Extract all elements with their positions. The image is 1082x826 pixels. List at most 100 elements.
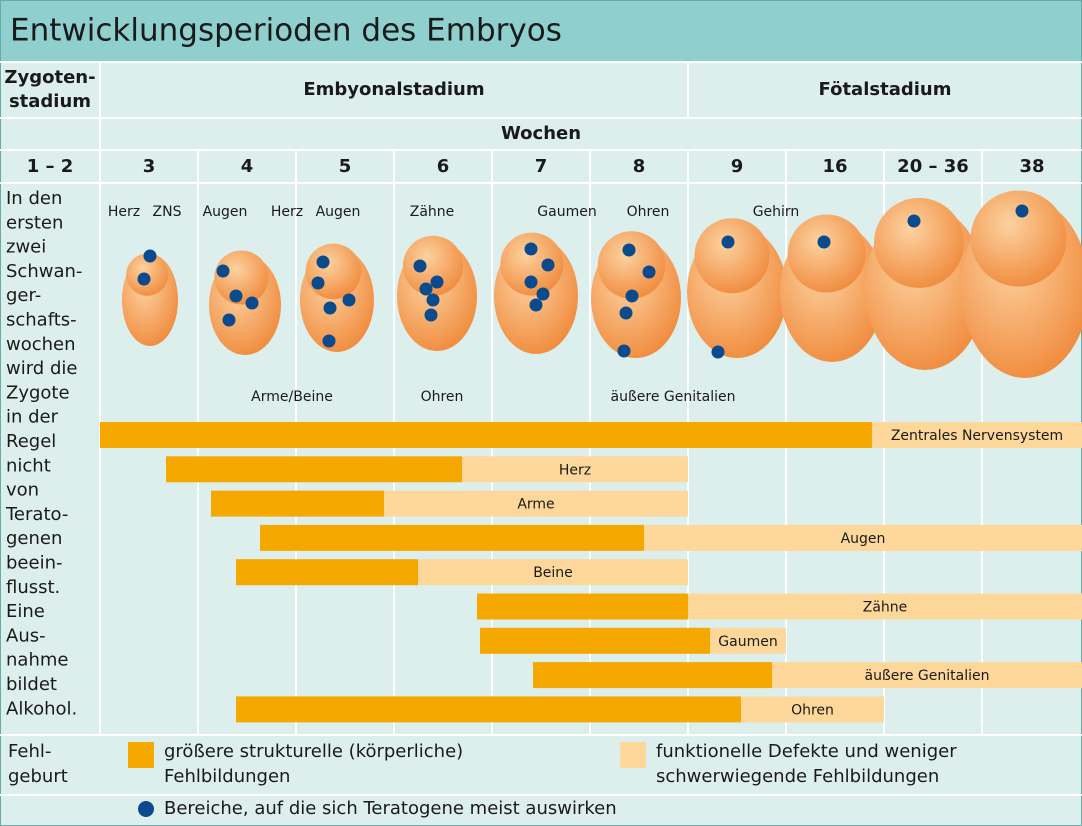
bar-label: Ohren xyxy=(791,702,834,718)
note-line: Regel xyxy=(6,431,56,452)
affected-area-dot xyxy=(311,276,325,290)
note-line: flusst. xyxy=(6,577,60,598)
title-bar xyxy=(0,0,1082,62)
note-line: zwei xyxy=(6,237,46,258)
bar-major xyxy=(533,662,772,689)
legend-dot xyxy=(138,801,154,817)
note-line: Alkohol. xyxy=(6,698,77,719)
affected-area-dot xyxy=(216,264,230,278)
stage-label: Fötalstadium xyxy=(819,79,952,100)
bar-minor xyxy=(462,456,688,483)
note-line: schafts- xyxy=(6,310,77,331)
stage-label: stadium xyxy=(9,91,91,112)
bar-major xyxy=(260,524,644,551)
legend-swatch xyxy=(620,742,646,768)
affected-area-dot xyxy=(524,275,538,289)
embryo-head xyxy=(694,218,770,294)
legend-text: geburt xyxy=(8,766,68,787)
bar-major xyxy=(100,422,872,448)
embryo-label: Arme/Beine xyxy=(251,389,333,405)
affected-area-dot xyxy=(907,214,921,228)
bar-minor xyxy=(741,696,884,723)
affected-area-dot xyxy=(342,293,356,307)
bar-minor xyxy=(772,662,1082,689)
embryo-head xyxy=(970,190,1067,287)
embryo-head xyxy=(305,243,362,300)
affected-area-dot xyxy=(419,282,433,296)
bar-label: äußere Genitalien xyxy=(865,668,990,684)
note-line: Aus- xyxy=(6,625,46,646)
affected-area-dot xyxy=(413,259,427,273)
bar-minor xyxy=(872,422,1082,448)
affected-area-dot xyxy=(245,296,259,310)
legend-text: schwerwiegende Fehlbildungen xyxy=(656,766,939,787)
embryo-label: Augen xyxy=(316,204,361,220)
week-label: 3 xyxy=(143,156,156,177)
bar-major xyxy=(236,696,741,723)
note-line: nahme xyxy=(6,650,68,671)
note-line: Zygote xyxy=(6,382,70,403)
bar-minor xyxy=(418,559,688,586)
week-label: 7 xyxy=(535,156,548,177)
affected-area-dot xyxy=(137,272,151,286)
bar-major xyxy=(477,593,688,620)
note-line: In den xyxy=(6,188,62,209)
week-label: 16 xyxy=(822,156,847,177)
embryo-label: Gaumen xyxy=(537,204,596,220)
note-line: ger- xyxy=(6,285,41,306)
bar-label: Herz xyxy=(559,462,591,478)
affected-area-dot xyxy=(817,235,831,249)
embryo-label: äußere Genitalien xyxy=(611,389,736,405)
embryo-label: ZNS xyxy=(153,204,182,220)
bar-label: Arme xyxy=(517,497,554,513)
legend-text: größere strukturelle (körperliche) xyxy=(164,741,463,762)
week-label: 9 xyxy=(731,156,744,177)
embryo-label: Herz xyxy=(271,204,303,220)
embryo-label: Augen xyxy=(203,204,248,220)
affected-area-dot xyxy=(143,249,157,263)
note-line: wochen xyxy=(6,334,76,355)
bar-minor xyxy=(710,627,786,654)
affected-area-dot xyxy=(721,235,735,249)
week-label: 5 xyxy=(339,156,352,177)
legend-text: Fehlbildungen xyxy=(164,766,290,787)
bar-major xyxy=(166,456,462,483)
embryo-label: Gehirn xyxy=(753,204,800,220)
note-line: ersten xyxy=(6,212,63,233)
bar-major xyxy=(236,559,418,586)
affected-area-dot xyxy=(323,301,337,315)
embryo-label: Herz xyxy=(108,204,140,220)
affected-area-dot xyxy=(541,258,555,272)
legend-text: funktionelle Defekte und weniger xyxy=(656,741,957,762)
affected-area-dot xyxy=(619,306,633,320)
bar-minor xyxy=(644,524,1082,551)
embryo-head xyxy=(403,235,463,296)
affected-area-dot xyxy=(316,255,330,269)
legend-text: Bereiche, auf die sich Teratogene meist … xyxy=(164,798,617,819)
affected-area-dot xyxy=(322,334,336,348)
week-label: 4 xyxy=(241,156,254,177)
embryo-head xyxy=(597,231,666,299)
stage-label: Embyonalstadium xyxy=(303,79,484,100)
bar-label: Zähne xyxy=(863,600,908,616)
affected-area-dot xyxy=(1015,204,1029,218)
bar-major xyxy=(211,490,384,517)
affected-area-dot xyxy=(642,265,656,279)
note-line: von xyxy=(6,480,39,501)
affected-area-dot xyxy=(536,287,550,301)
legend-text: Fehl- xyxy=(8,741,51,762)
embryo-head xyxy=(214,250,269,305)
bar-label: Zentrales Nervensystem xyxy=(891,428,1063,444)
stage-label: Zygoten- xyxy=(4,67,95,88)
weeks-label: Wochen xyxy=(501,123,581,144)
affected-area-dot xyxy=(622,243,636,257)
affected-area-dot xyxy=(529,298,543,312)
bar-major xyxy=(480,627,710,654)
week-label: 8 xyxy=(633,156,646,177)
bar-label: Augen xyxy=(841,531,886,547)
note-line: wird die xyxy=(6,358,77,379)
bar-minor xyxy=(384,490,688,517)
note-line: nicht xyxy=(6,455,51,476)
